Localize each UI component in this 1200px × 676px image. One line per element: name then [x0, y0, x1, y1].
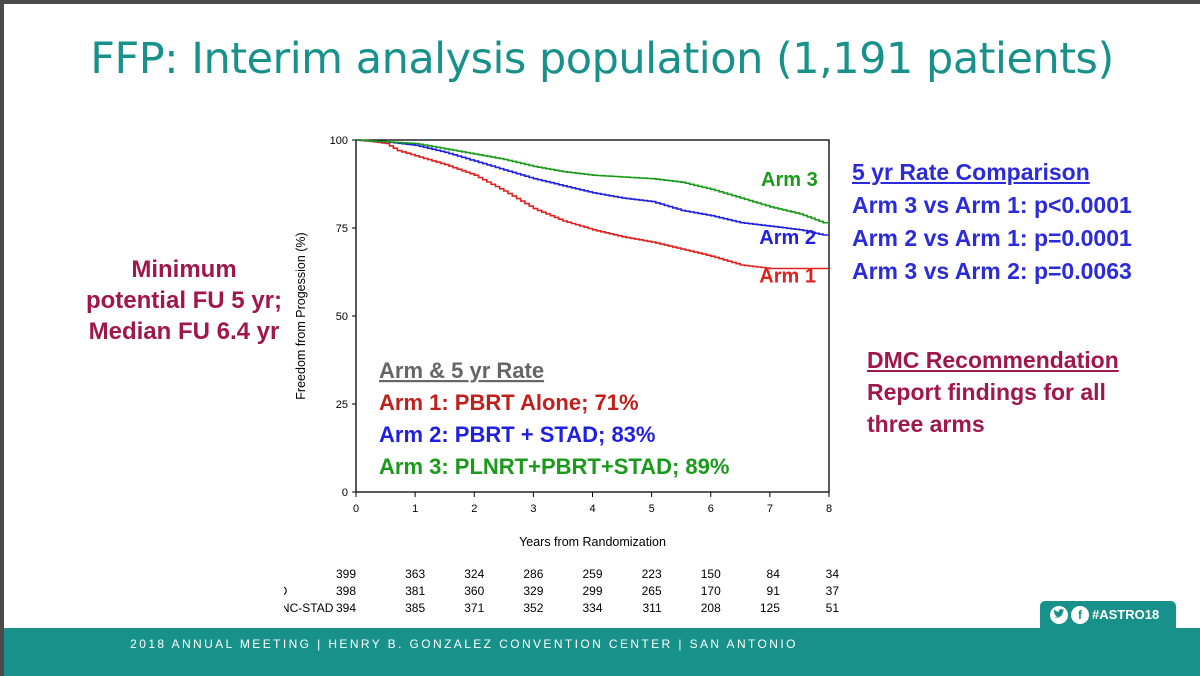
risk-table-cell: 385 [405, 601, 425, 615]
rate-comparison-heading: 5 yr Rate Comparison [852, 159, 1090, 185]
y-tick-label: 100 [330, 135, 348, 147]
risk-table-cell: 363 [405, 567, 425, 581]
footer-bar: 2018 ANNUAL MEETING | HENRY B. GONZALEZ … [4, 628, 1200, 676]
risk-table-row-label: PLNRT+PBRT+NC-STAD [284, 601, 334, 615]
dmc-line: Report findings for all [867, 379, 1106, 405]
x-tick-label: 0 [353, 503, 359, 515]
risk-table-cell: 265 [642, 584, 662, 598]
y-tick-label: 25 [336, 399, 348, 411]
risk-table-cell: 125 [760, 601, 780, 615]
risk-table-row-label: PBRT+NC-STAD [284, 584, 288, 598]
y-tick-label: 50 [336, 311, 348, 323]
series-line-1 [356, 139, 829, 270]
risk-table-cell: 394 [336, 601, 356, 615]
x-tick-label: 6 [708, 503, 714, 515]
x-tick-label: 4 [589, 503, 595, 515]
rate-comparison: 5 yr Rate Comparison Arm 3 vs Arm 1: p<0… [852, 156, 1132, 288]
rate-comparison-line: Arm 2 vs Arm 1: p=0.0001 [852, 225, 1132, 251]
series-line-3 [356, 139, 829, 224]
dmc-heading: DMC Recommendation [867, 347, 1119, 373]
facebook-icon[interactable]: f [1071, 606, 1089, 624]
series-label-arm2: Arm 2 [759, 227, 816, 249]
y-tick-label: 0 [342, 487, 348, 499]
x-tick-label: 8 [826, 503, 832, 515]
y-axis-label: Freedom from Progession (%) [294, 232, 308, 399]
hashtag[interactable]: #ASTRO18 [1092, 607, 1160, 622]
series-label-arm1: Arm 1 [759, 266, 816, 288]
dmc-recommendation: DMC Recommendation Report findings for a… [867, 344, 1119, 440]
risk-table-cell: 170 [701, 584, 721, 598]
risk-table-cell: 150 [701, 567, 721, 581]
slide-title: FFP: Interim analysis population (1,191 … [90, 34, 1114, 84]
twitter-icon[interactable] [1050, 606, 1068, 624]
follow-up-line: potential FU 5 yr; [85, 287, 283, 314]
risk-table-cell: 371 [464, 601, 484, 615]
risk-table-cell: 299 [582, 584, 602, 598]
risk-table-cell: 51 [826, 601, 840, 615]
risk-table-cell: 398 [336, 584, 356, 598]
risk-table-cell: 223 [642, 567, 662, 581]
follow-up-note: Minimum potential FU 5 yr; Median FU 6.4… [34, 254, 334, 347]
slide: FFP: Interim analysis population (1,191 … [4, 4, 1200, 676]
series-label-arm3: Arm 3 [761, 169, 818, 191]
risk-table-cell: 360 [464, 584, 484, 598]
footer-text: 2018 ANNUAL MEETING | HENRY B. GONZALEZ … [130, 637, 798, 651]
risk-table-cell: 399 [336, 567, 356, 581]
risk-table-cell: 286 [523, 567, 543, 581]
follow-up-line: Minimum [131, 256, 237, 283]
risk-table-cell: 352 [523, 601, 543, 615]
y-tick-label: 75 [336, 223, 348, 235]
risk-table-cell: 381 [405, 584, 425, 598]
rate-comparison-line: Arm 3 vs Arm 1: p<0.0001 [852, 192, 1132, 218]
risk-table-cell: 208 [701, 601, 721, 615]
inset-legend-entry: Arm 2: PBRT + STAD; 83% [379, 422, 655, 447]
series-line-2 [356, 139, 829, 236]
risk-table-cell: 324 [464, 567, 484, 581]
social-badge[interactable]: f #ASTRO18 [1040, 601, 1176, 629]
risk-table-cell: 329 [523, 584, 543, 598]
inset-legend-heading: Arm & 5 yr Rate [379, 358, 544, 383]
x-tick-label: 2 [471, 503, 477, 515]
x-tick-label: 5 [649, 503, 655, 515]
risk-table-cell: 259 [582, 567, 602, 581]
risk-table-cell: 311 [642, 601, 661, 615]
x-tick-label: 1 [412, 503, 418, 515]
follow-up-line: Median FU 6.4 yr [88, 318, 280, 345]
risk-table-cell: 84 [767, 567, 781, 581]
risk-table-cell: 91 [767, 584, 781, 598]
dmc-line: three arms [867, 411, 985, 437]
inset-legend-entry: Arm 1: PBRT Alone; 71% [379, 390, 639, 415]
risk-table-cell: 37 [826, 584, 840, 598]
inset-legend-entry: Arm 3: PLNRT+PBRT+STAD; 89% [379, 454, 729, 479]
risk-table-cell: 34 [826, 567, 840, 581]
rate-comparison-line: Arm 3 vs Arm 2: p=0.0063 [852, 258, 1132, 284]
risk-table-cell: 334 [582, 601, 602, 615]
x-axis-label: Years from Randomization [519, 535, 666, 549]
x-tick-label: 3 [530, 503, 536, 515]
x-tick-label: 7 [767, 503, 773, 515]
